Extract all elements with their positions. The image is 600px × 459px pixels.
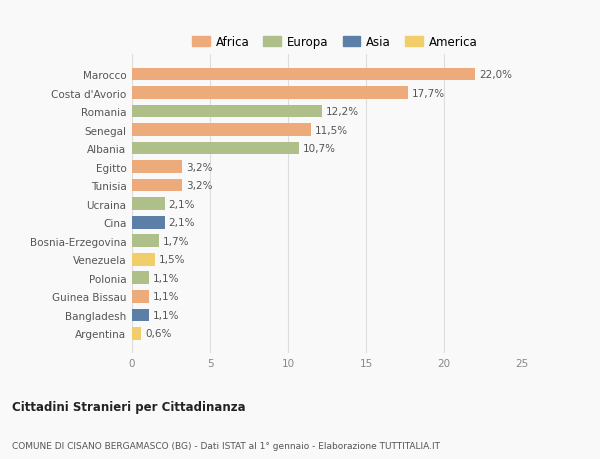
Bar [132, 272, 149, 285]
Bar [132, 69, 475, 81]
Bar [132, 235, 158, 247]
Text: 1,1%: 1,1% [153, 273, 179, 283]
Text: 3,2%: 3,2% [186, 162, 212, 172]
Bar [132, 217, 165, 229]
Bar [132, 106, 322, 118]
Text: Cittadini Stranieri per Cittadinanza: Cittadini Stranieri per Cittadinanza [12, 400, 245, 413]
Text: 1,5%: 1,5% [160, 255, 186, 265]
Bar [132, 87, 408, 100]
Text: 17,7%: 17,7% [412, 89, 445, 98]
Text: 22,0%: 22,0% [479, 70, 512, 80]
Text: 1,7%: 1,7% [163, 236, 189, 246]
Text: 3,2%: 3,2% [186, 181, 212, 191]
Legend: Africa, Europa, Asia, America: Africa, Europa, Asia, America [187, 31, 482, 54]
Text: 1,1%: 1,1% [153, 310, 179, 320]
Text: 2,1%: 2,1% [169, 218, 195, 228]
Text: 12,2%: 12,2% [326, 107, 359, 117]
Bar [132, 253, 155, 266]
Bar [132, 143, 299, 155]
Bar [132, 124, 311, 137]
Bar [132, 161, 182, 174]
Text: 1,1%: 1,1% [153, 291, 179, 302]
Text: 11,5%: 11,5% [316, 125, 349, 135]
Text: 2,1%: 2,1% [169, 199, 195, 209]
Bar [132, 291, 149, 303]
Text: COMUNE DI CISANO BERGAMASCO (BG) - Dati ISTAT al 1° gennaio - Elaborazione TUTTI: COMUNE DI CISANO BERGAMASCO (BG) - Dati … [12, 441, 440, 450]
Text: 0,6%: 0,6% [145, 329, 172, 339]
Bar [132, 179, 182, 192]
Bar [132, 327, 142, 340]
Text: 10,7%: 10,7% [303, 144, 336, 154]
Bar [132, 198, 165, 211]
Bar [132, 309, 149, 321]
